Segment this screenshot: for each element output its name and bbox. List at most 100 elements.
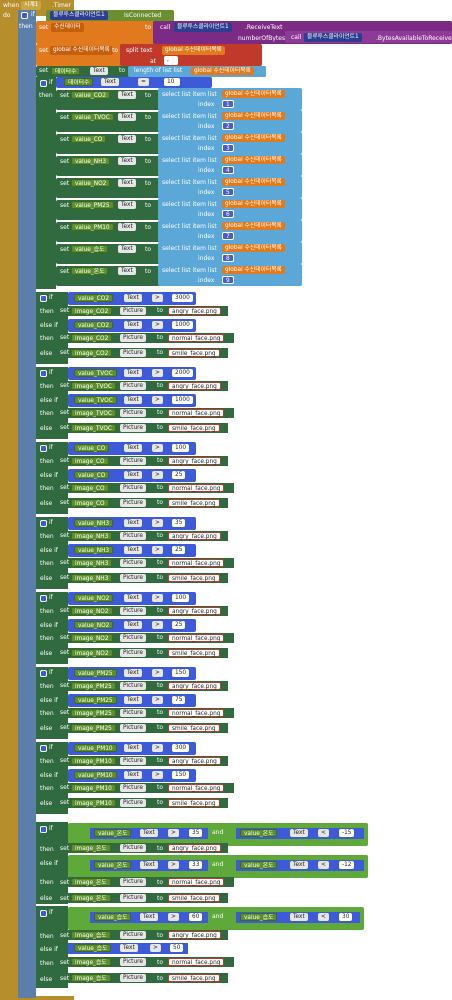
- sensor-gt-op-2[interactable]: >: [152, 696, 163, 704]
- sensor-picture-prop-2[interactable]: Picture: [120, 784, 146, 792]
- sensor-value-chip-2[interactable]: value_TVOC: [74, 396, 117, 404]
- hum-lt-op-1[interactable]: <: [318, 913, 329, 921]
- sensor-image-chip-2[interactable]: image_TVOC: [71, 409, 116, 417]
- sensor-if-gear-icon[interactable]: [40, 370, 47, 377]
- assign-value-chip[interactable]: value_CO: [71, 135, 107, 143]
- hum-if-gear-icon[interactable]: [40, 910, 47, 917]
- sensor-if-gear-icon[interactable]: [40, 670, 47, 677]
- sensor-picture-prop-3[interactable]: Picture: [120, 499, 146, 507]
- sensor-normal-file[interactable]: normal_face.png: [168, 334, 225, 342]
- sensor-value-chip-2[interactable]: value_CO2: [74, 321, 114, 329]
- sensor-smile-file[interactable]: smile_face.png: [168, 649, 220, 657]
- temp-text-prop-3[interactable]: Text: [140, 861, 158, 869]
- temp-smile-file[interactable]: smile_face.png: [168, 894, 220, 902]
- count-compare-block[interactable]: [56, 77, 212, 88]
- sensor-image-chip[interactable]: image_NH3: [71, 532, 113, 540]
- hum-angry-file[interactable]: angry_face.png: [168, 931, 221, 939]
- count-if-block[interactable]: [36, 77, 56, 289]
- sensor-if-gear-icon[interactable]: [40, 445, 47, 452]
- get-received-list-chip[interactable]: global 수신데이터목록: [222, 244, 285, 252]
- sensor-picture-prop-2[interactable]: Picture: [120, 634, 146, 642]
- hum-text-prop-2[interactable]: Text: [290, 913, 308, 921]
- sensor-normal-file[interactable]: normal_face.png: [168, 484, 225, 492]
- sensor-image-chip-3[interactable]: image_PM25: [71, 724, 116, 732]
- sensor-picture-prop[interactable]: Picture: [120, 307, 146, 315]
- temp-picture-prop-1[interactable]: Picture: [120, 844, 146, 852]
- assign-value-chip[interactable]: value_PM25: [71, 201, 114, 209]
- assign-value-chip[interactable]: value_PM10: [71, 223, 114, 231]
- sensor-picture-prop-3[interactable]: Picture: [120, 649, 146, 657]
- temp-value-chip-3[interactable]: value_온도: [94, 861, 132, 869]
- assign-text-prop[interactable]: Text: [118, 91, 136, 99]
- sensor-image-chip-3[interactable]: image_CO2: [71, 349, 113, 357]
- sensor-gt-op[interactable]: >: [152, 294, 163, 302]
- sensor-angry-file[interactable]: angry_face.png: [168, 532, 221, 540]
- sensor-text-prop-2[interactable]: Text: [124, 321, 142, 329]
- temp-if-block[interactable]: [36, 822, 68, 904]
- hum-picture-prop-3[interactable]: Picture: [120, 974, 146, 982]
- sensor-normal-file[interactable]: normal_face.png: [168, 634, 225, 642]
- hum-gt-op-2[interactable]: >: [150, 944, 161, 952]
- hum-gt-op-1[interactable]: >: [168, 913, 179, 921]
- sensor-smile-file[interactable]: smile_face.png: [168, 724, 220, 732]
- sensor-smile-file[interactable]: smile_face.png: [168, 499, 220, 507]
- hum-image-chip-2[interactable]: image_습도: [71, 958, 111, 966]
- index-number[interactable]: 9: [222, 276, 234, 284]
- hum-smile-file[interactable]: smile_face.png: [168, 974, 220, 982]
- sensor-gt-op-2[interactable]: >: [152, 771, 163, 779]
- count-variable-chip-2[interactable]: 데이터수: [64, 78, 94, 86]
- sensor-value-chip-2[interactable]: value_NH3: [74, 546, 114, 554]
- hum-picture-prop-2[interactable]: Picture: [120, 958, 146, 966]
- temp-text-prop-2[interactable]: Text: [290, 829, 308, 837]
- assign-text-prop[interactable]: Text: [118, 267, 136, 275]
- sensor-high-number[interactable]: 300: [172, 744, 190, 752]
- sensor-value-chip-2[interactable]: value_PM10: [74, 771, 117, 779]
- sensor-high-number[interactable]: 150: [172, 669, 190, 677]
- sensor-gt-op[interactable]: >: [152, 744, 163, 752]
- sensor-gt-op-2[interactable]: >: [152, 546, 163, 554]
- get-received-list-chip[interactable]: global 수신데이터목록: [222, 222, 285, 230]
- sensor-if-gear-icon[interactable]: [40, 595, 47, 602]
- sensor-text-prop-2[interactable]: Text: [124, 546, 142, 554]
- sensor-value-chip-2[interactable]: value_NO2: [74, 621, 114, 629]
- temp-lt-op-1[interactable]: <: [318, 829, 329, 837]
- sensor-image-chip-2[interactable]: image_CO2: [71, 334, 113, 342]
- assign-text-prop[interactable]: Text: [118, 179, 136, 187]
- sensor-value-chip[interactable]: value_PM25: [74, 669, 117, 677]
- bluetooth-component-chip-3[interactable]: 블루투스클라이언트1: [304, 33, 362, 42]
- index-number[interactable]: 2: [222, 122, 234, 130]
- get-received-list-2[interactable]: global 수신데이터목록: [191, 67, 254, 75]
- split-text-block[interactable]: [120, 44, 262, 66]
- get-received-list-chip[interactable]: global 수신데이터목록: [222, 156, 285, 164]
- sensor-smile-file[interactable]: smile_face.png: [168, 574, 220, 582]
- index-number[interactable]: 6: [222, 210, 234, 218]
- sensor-value-chip[interactable]: value_CO2: [74, 294, 114, 302]
- equals-operator[interactable]: =: [138, 78, 149, 86]
- sensor-mid-number[interactable]: 25: [172, 621, 186, 629]
- sensor-picture-prop-2[interactable]: Picture: [120, 559, 146, 567]
- sensor-image-chip-3[interactable]: image_NH3: [71, 574, 113, 582]
- assign-text-prop[interactable]: Text: [118, 201, 136, 209]
- sensor-image-chip-3[interactable]: image_PM10: [71, 799, 116, 807]
- sensor-picture-prop-3[interactable]: Picture: [120, 724, 146, 732]
- temp-normal-file[interactable]: normal_face.png: [168, 878, 225, 886]
- index-number[interactable]: 1: [222, 100, 234, 108]
- sensor-normal-file[interactable]: normal_face.png: [168, 784, 225, 792]
- sensor-angry-file[interactable]: angry_face.png: [168, 457, 221, 465]
- index-number[interactable]: 4: [222, 166, 234, 174]
- sensor-picture-prop-2[interactable]: Picture: [120, 409, 146, 417]
- sensor-picture-prop-3[interactable]: Picture: [120, 424, 146, 432]
- sensor-text-prop[interactable]: Text: [124, 669, 142, 677]
- temp-text-prop-4[interactable]: Text: [290, 861, 308, 869]
- sensor-smile-file[interactable]: smile_face.png: [168, 424, 220, 432]
- sensor-mid-number[interactable]: 25: [172, 546, 186, 554]
- sensor-angry-file[interactable]: angry_face.png: [168, 682, 221, 690]
- hum-image-chip-1[interactable]: image_습도: [71, 931, 111, 939]
- hum-mid-number[interactable]: 50: [170, 944, 184, 952]
- assign-value-chip[interactable]: value_NH3: [71, 157, 111, 165]
- assign-text-prop[interactable]: Text: [118, 113, 136, 121]
- temp-angry-file[interactable]: angry_face.png: [168, 844, 221, 852]
- sensor-gt-op[interactable]: >: [152, 369, 163, 377]
- sensor-smile-file[interactable]: smile_face.png: [168, 799, 220, 807]
- sensor-image-chip[interactable]: image_TVOC: [71, 382, 116, 390]
